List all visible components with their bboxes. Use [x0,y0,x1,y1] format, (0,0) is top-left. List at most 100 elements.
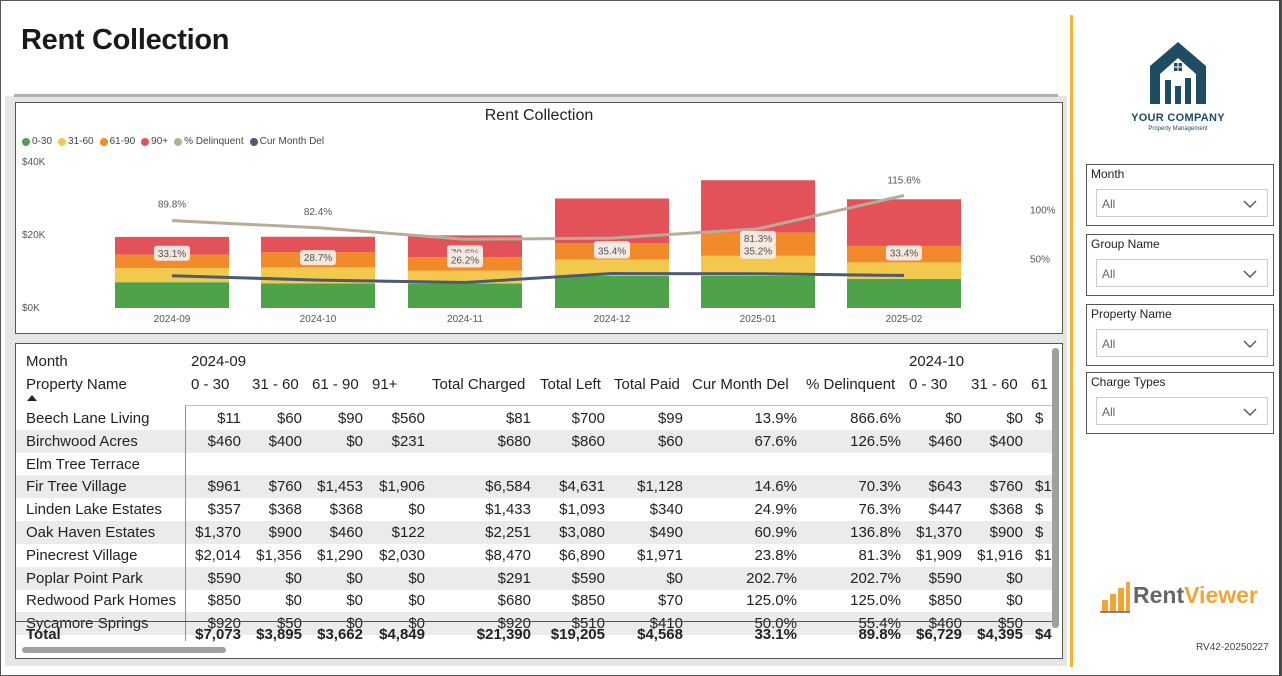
table-row[interactable]: Elm Tree Terrace [16,453,1052,476]
slicer-charge-types-label: Charge Types [1091,375,1166,389]
table-row[interactable]: Linden Lake Estates $357 $368 $368 $0 $1,433 $… [16,498,1052,521]
vertical-scrollbar[interactable] [1052,348,1059,628]
value-cell: $1,290 [317,546,363,564]
table-row[interactable]: Pinecrest Village $2,014 $1,356 $1,290 $2,03… [16,544,1052,567]
slicer-group-name-dropdown[interactable]: All [1096,259,1268,287]
rent-collection-chart[interactable]: Rent Collection 0-30 31-60 61-90 90+ % D… [15,102,1063,334]
value-cell: $368 [989,501,1023,519]
value-cell: $460 [329,524,363,541]
value-cell: $0 [346,432,363,450]
value-cell: $1,433 [485,501,531,519]
column-header[interactable]: 91+ [372,376,398,393]
slicer-property-name-dropdown[interactable]: All [1096,329,1268,357]
column-header[interactable]: Total Paid [614,376,680,393]
horizontal-scrollbar[interactable] [22,647,226,653]
column-month-1[interactable]: 2024-09 [191,353,247,370]
chevron-down-icon [1243,340,1257,348]
y-tick-label: $0K [22,303,40,314]
value-cell: $368 [329,501,363,519]
column-header[interactable]: 31 - 60 [971,376,1018,393]
company-house-logo [1150,42,1206,104]
value-cell: $81 [505,410,531,427]
value-cell: 24.9% [754,501,797,519]
value-cell: $11 [217,410,241,427]
value-cell: $850 [571,592,605,610]
column-header[interactable]: 0 - 30 [191,376,230,393]
total-value-cell: 33.1% [754,626,797,643]
table-row[interactable]: Poplar Point Park $590 $0 $0 $0 $291 $590 $0 202… [16,566,1052,590]
value-cell: $400 [268,432,302,450]
value-cell: $99 [657,410,683,427]
x-tick-label: 2024-10 [300,314,337,325]
cur-month-del-data-label: 33.4% [890,248,918,259]
chart-plot[interactable]: $0K $20K $40K 50% 100% 2024-09 2024-10 2024-11 2… [16,103,1062,333]
cur-month-del-data-label: 33.1% [158,249,186,260]
company-subtitle: Property Management [1148,126,1208,132]
cur-month-del-line [171,272,905,284]
value-cell: $410 [649,615,683,633]
value-cell: $2,014 [195,546,241,564]
pct-delinquent-data-label: 115.6% [887,175,920,186]
total-value-cell: $6,729 [916,626,962,643]
value-cell: $1,916 [977,546,1023,564]
column-header[interactable]: 61 - 90 [312,376,359,393]
slicer-month-value: All [1102,197,1116,211]
row-header-property-name[interactable]: Property Name [26,376,127,393]
bar-61-90 [115,254,229,268]
slicer-property-name: Property Name All [1086,304,1274,366]
value-cell: 76.3% [858,501,901,519]
legend-item-90plus[interactable]: 90+ [141,136,168,147]
value-cell: 866.6% [850,410,901,427]
property-name-cell: Linden Lake Estates [26,501,162,519]
value-cell: 55.4% [858,615,901,633]
value-cell: $447 [928,501,962,519]
slicer-group-name: Group Name All [1086,234,1274,296]
column-header[interactable]: % Delinquent [806,376,896,393]
slicer-charge-types-dropdown[interactable]: All [1096,397,1268,425]
value-cell: $0 [945,410,962,427]
slicer-month-dropdown[interactable]: All [1096,189,1268,217]
value-cell: $0 [346,592,363,610]
slicer-month-label: Month [1091,167,1125,181]
table-row[interactable]: Oak Haven Estates $1,370 $900 $460 $122 $2,25… [16,521,1052,544]
company-name: YOUR COMPANY [1131,112,1225,124]
column-header[interactable]: 31 - 60 [252,376,299,393]
legend-item-pct-delinquent[interactable]: % Delinquent [174,136,244,147]
table-row[interactable]: Redwood Park Homes $850 $0 $0 $0 $680 $850 $70 1… [16,589,1052,612]
value-cell: $760 [268,478,302,496]
table-row[interactable]: Beech Lane Living $11 $60 $90 $560 $81 $700 $99… [16,407,1052,430]
table-row[interactable]: Birchwood Acres $460 $400 $0 $231 $680 $860 $60… [16,429,1052,453]
chart-legend[interactable]: 0-30 31-60 61-90 90+ % Delinquent Cur Mo… [22,136,330,147]
rent-collection-matrix[interactable]: Month 2024-09 2024-10 Property Name 0 - … [15,343,1063,659]
column-month-2[interactable]: 2024-10 [909,353,965,370]
bar-90plus [115,236,229,255]
column-header[interactable]: Total Left [540,376,601,393]
value-cell: $0 [408,569,425,587]
table-row[interactable]: Sycamore Springs $920 $50 $0 $0 $920 $510 $410 5… [16,612,1052,636]
x-tick-label: 2024-12 [594,314,631,325]
value-cell: $1,370 [195,524,241,541]
cur-month-del-data-label-bg [447,252,483,268]
bar-0-30 [408,283,522,308]
chevron-down-icon [1243,200,1257,208]
total-value-cell: $19,205 [550,626,605,643]
value-cell: $0 [285,569,302,587]
column-header[interactable]: 61 [1031,376,1048,393]
property-name-cell: Elm Tree Terrace [26,455,140,473]
value-cell: $0 [1006,569,1023,587]
legend-item-cur-month-del[interactable]: Cur Month Del [249,136,324,147]
matrix-body: Month 2024-09 2024-10 Property Name 0 - … [16,344,1052,658]
column-header[interactable]: Total Charged [432,376,526,393]
title-divider [14,94,1058,97]
column-header[interactable]: 0 - 30 [909,376,948,393]
value-cell: $6,890 [559,546,605,564]
legend-item-0-30[interactable]: 0-30 [22,136,52,147]
column-header[interactable]: Cur Month Del [692,376,789,393]
table-row[interactable]: Fir Tree Village $961 $760 $1,453 $1,906 $6,5… [16,475,1052,499]
legend-item-61-90[interactable]: 61-90 [99,136,135,147]
value-cell: $1,356 [256,546,302,564]
y-tick-label: $20K [22,230,46,241]
sort-ascending-icon[interactable] [27,395,37,401]
chevron-down-icon [1243,270,1257,278]
legend-item-31-60[interactable]: 31-60 [58,136,94,147]
